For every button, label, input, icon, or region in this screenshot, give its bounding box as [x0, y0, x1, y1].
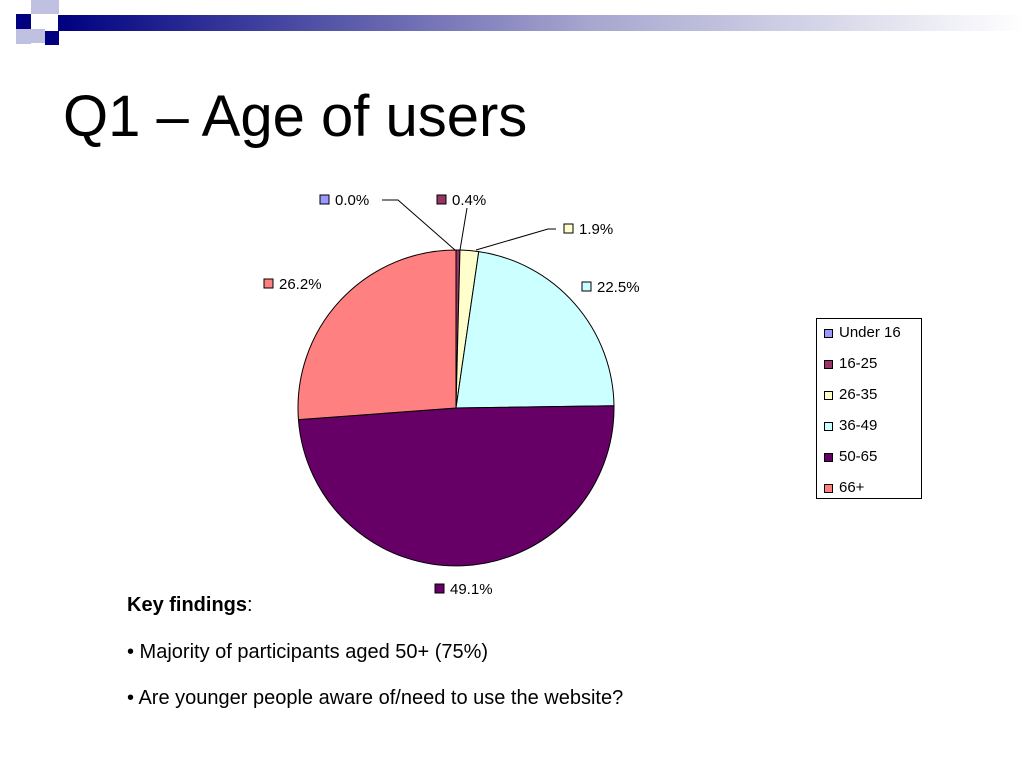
slide-title: Q1 – Age of users	[63, 84, 528, 149]
legend-item-66-plus: 66+	[824, 477, 864, 499]
legend-label: 66+	[839, 479, 865, 496]
leader-line	[382, 199, 456, 251]
pie-slice-50-65	[297, 405, 615, 567]
data-label-swatch	[263, 278, 274, 289]
legend-label: Under 16	[839, 324, 901, 341]
legend-item-26-35: 26-35	[824, 384, 877, 406]
data-label-swatch	[434, 583, 445, 594]
data-labels: 0.0% 0.4% 1.9% 22.5% 49.1% 26.2%	[263, 192, 640, 598]
legend-swatch	[824, 483, 833, 493]
chart-legend: Under 16 16-25 26-35 36-49 50-65 66+	[816, 318, 922, 499]
findings-heading-text: Key findings	[127, 594, 248, 616]
legend-label: 26-35	[839, 386, 878, 403]
decoration-square	[31, 0, 45, 14]
decoration-square	[16, 14, 31, 29]
legend-swatch	[824, 390, 833, 400]
findings-heading: Key findings:	[127, 592, 253, 618]
legend-item-16-25: 16-25	[824, 353, 877, 375]
leader-line	[475, 228, 556, 251]
decoration-square	[31, 29, 45, 43]
legend-label: 16-25	[839, 355, 878, 372]
legend-item-36-49: 36-49	[824, 415, 877, 437]
decoration-square	[16, 29, 31, 44]
pie-slices	[297, 249, 615, 567]
data-label-swatch	[581, 281, 592, 292]
decoration-bar	[58, 15, 1024, 31]
legend-swatch	[824, 452, 833, 462]
findings-heading-colon: :	[247, 594, 253, 616]
pie-slice-36-49	[455, 251, 615, 409]
decoration-square	[45, 0, 59, 14]
legend-label: 36-49	[839, 417, 878, 434]
finding-item: • Are younger people aware of/need to us…	[127, 687, 624, 709]
legend-swatch	[824, 328, 833, 338]
data-label-16-25: 0.4%	[452, 192, 486, 209]
legend-item-under-16: Under 16	[824, 322, 901, 344]
data-label-under-16: 0.0%	[335, 192, 369, 209]
decoration-square	[45, 31, 59, 45]
leader-line	[459, 207, 468, 251]
data-label-66-plus: 26.2%	[279, 276, 322, 293]
data-label-26-35: 1.9%	[579, 221, 613, 238]
legend-item-50-65: 50-65	[824, 446, 877, 468]
data-label-36-49: 22.5%	[597, 279, 640, 296]
finding-item: • Majority of participants aged 50+ (75%…	[127, 641, 489, 663]
pie-slice-66-plus	[297, 249, 457, 421]
title-decoration	[16, 0, 1024, 45]
leader-lines	[382, 199, 556, 251]
data-label-swatch	[563, 223, 574, 234]
data-label-swatch	[319, 194, 330, 205]
legend-swatch	[824, 359, 833, 369]
legend-label: 50-65	[839, 448, 878, 465]
data-label-swatch	[436, 194, 447, 205]
legend-swatch	[824, 421, 833, 431]
data-label-50-65: 49.1%	[450, 581, 493, 598]
